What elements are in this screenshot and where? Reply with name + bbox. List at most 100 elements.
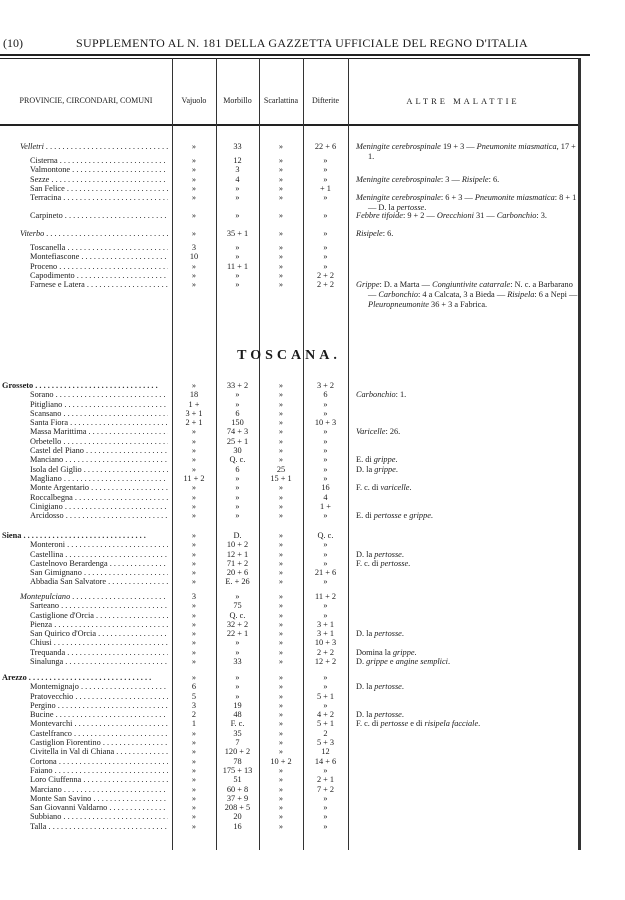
table-row: Castel del Piano » 30 » » (0, 446, 578, 455)
column-header: ALTRE MALATTIE (406, 96, 520, 106)
cell-value: » (278, 183, 284, 193)
table-row: Abbadia San Salvatore » E. + 26 » » (0, 577, 578, 586)
cell-value: 3 (191, 592, 197, 601)
cell-value: » (278, 418, 284, 428)
place-name: Arcidosso (30, 511, 168, 520)
table-row: Civitella in Val di Chiana » 120 + 2 » 12 (0, 747, 578, 756)
cell-value: 5 + 3 (316, 738, 335, 748)
cell-value: » (323, 243, 328, 252)
cell-value: » (235, 390, 240, 400)
cell-value: » (323, 610, 328, 620)
table-row: Bucine 2 48 » 4 + 2 D. la pertosse. (0, 710, 578, 719)
other-diseases-note: F. c. di pertosse. (356, 558, 411, 568)
place-name: Velletri (20, 142, 168, 151)
cell-value: » (235, 492, 240, 502)
other-diseases-note: Grippe: D. a Marta — Congiuntivite catar… (356, 280, 578, 310)
other-diseases-note: Varicelle: 26. (356, 427, 401, 437)
cell-value: » (278, 436, 284, 446)
cell-value: » (323, 399, 328, 409)
header-rule (0, 54, 590, 56)
cell-value: » (278, 638, 284, 648)
cell-value: » (191, 501, 197, 511)
other-diseases-note: F. c. di varicelle. (356, 483, 412, 493)
cell-value: » (323, 408, 328, 418)
cell-value: » (191, 483, 197, 493)
cell-value: » (278, 193, 284, 203)
cell-value: » (323, 455, 328, 465)
table-row: Pienza » 32 + 2 » 3 + 1 (0, 620, 578, 629)
other-diseases-note: D. la grippe. (356, 464, 398, 474)
place-name: Cisterna (30, 156, 168, 165)
place-name: Orbetello (30, 437, 168, 446)
table-row: Montefiascone 10 » » » (0, 252, 578, 261)
table-row: Monte Argentario » » » 16 F. c. di varicelle… (0, 483, 578, 492)
place-name: San Gimignano (30, 568, 168, 577)
table-row: Montevarchi 1 F. c. » 5 + 1 F. c. di pertoss… (0, 719, 578, 728)
cell-value: 78 (233, 756, 242, 766)
column-divider (259, 58, 260, 850)
cell-value: » (191, 821, 197, 831)
cell-value: » (191, 784, 197, 794)
cell-value: » (278, 784, 284, 794)
cell-value: » (278, 427, 284, 437)
cell-value: » (278, 165, 284, 175)
cell-value: » (191, 647, 197, 657)
table-row: Loro Ciuffenna » 51 » 2 + 1 (0, 775, 578, 784)
column-divider (303, 58, 304, 850)
cell-value: 33 + 2 (226, 381, 249, 390)
cell-value: » (278, 793, 284, 803)
cell-value: F. c. (230, 719, 245, 729)
other-diseases-note: Carbonchio: 1. (356, 390, 407, 400)
other-diseases-note: F. c. di pertosse e di risipela facciale… (356, 719, 481, 729)
place-name: Pienza (30, 620, 168, 629)
cell-value: 5 (191, 691, 197, 701)
cell-value: 12 + 1 (226, 549, 249, 559)
table-row: Roccalbegna » » » 4 (0, 493, 578, 502)
place-name: Farnese e Latera (30, 280, 168, 289)
cell-value: 33 (233, 142, 242, 151)
cell-value: 1 + (188, 399, 200, 409)
place-name: Pergino (30, 701, 168, 710)
cell-value: » (191, 446, 197, 456)
table-row: Farnese e Latera » » » 2 + 2 Grippe: D. a Ma… (0, 280, 578, 309)
column-divider (578, 58, 581, 850)
place-name: Montefiascone (30, 252, 168, 261)
table-row: Chiusi » » » 10 + 3 (0, 638, 578, 647)
cell-value: 1 (191, 719, 197, 729)
table-section: Toscanella 3»»»Montefiascone 10»»»Procen… (0, 243, 578, 309)
place-name: Civitella in Val di Chiana (30, 747, 168, 756)
column-header: Vajuolo (181, 96, 207, 105)
table-row: Sorano 18 » » 6 Carbonchio: 1. (0, 390, 578, 399)
table-row: Talla » 16 » » (0, 822, 578, 831)
cell-value: » (191, 629, 197, 639)
cell-value: 12 + 2 (314, 657, 337, 667)
cell-value: 5 + 1 (316, 719, 335, 729)
cell-value: 6 (323, 390, 328, 400)
cell-value: » (278, 261, 284, 271)
place-name: Castelnovo Berardenga (30, 559, 168, 568)
cell-value: 7 (235, 738, 240, 748)
cell-value: » (278, 540, 284, 550)
cell-value: 7 + 2 (316, 784, 335, 794)
cell-value: » (191, 165, 197, 175)
cell-value: » (191, 747, 197, 757)
cell-value: » (278, 700, 284, 710)
other-diseases-note: Meningite cerebrospinale: 3 — Risipele: … (356, 174, 500, 184)
cell-value: 3 (191, 243, 197, 252)
table-row: Cortona » 78 10 + 2 14 + 6 (0, 757, 578, 766)
cell-value: Q. c. (229, 610, 246, 620)
cell-value: 2 + 1 (316, 775, 335, 785)
place-name: Terracina (30, 193, 168, 202)
cell-value: » (323, 473, 328, 483)
cell-value: 10 + 2 (270, 756, 292, 766)
table-row: Proceno » 11 + 1 » » (0, 262, 578, 271)
table-row: Toscanella 3 » » » (0, 243, 578, 252)
cell-value: » (278, 821, 284, 831)
cell-value: » (191, 540, 197, 550)
table-row: Montemignajo 6 » » » D. la pertosse. (0, 682, 578, 691)
cell-value: » (323, 252, 328, 262)
cell-value: 175 + 13 (222, 765, 253, 775)
cell-value: » (191, 436, 197, 446)
cell-value: » (323, 765, 328, 775)
place-name: Faiano (30, 766, 168, 775)
